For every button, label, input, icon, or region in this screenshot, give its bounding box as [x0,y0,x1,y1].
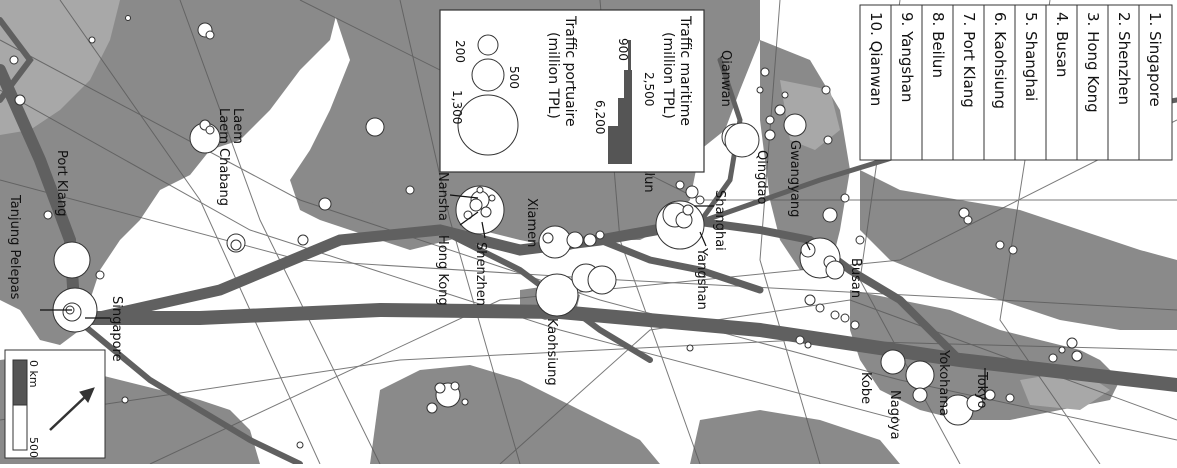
ranking-item-7: 7. Port Klang [960,12,978,108]
label-kaohsiung: Kaohsiung [544,318,559,386]
ranking-item-10: 10. Qianwan [867,12,885,106]
ranking-item-2: 2. Shenzhen [1115,12,1133,105]
ranking-item-1: 1. Singapore [1146,12,1164,107]
legend-maritime-subtitle: (million TPL) [660,32,676,119]
legend-route-widths [608,40,632,164]
ranking-dividers [890,5,1140,160]
label-nansha: Nansha [435,172,450,221]
ranking-item-3: 3. Hong Kong [1084,12,1102,113]
label-xiamen: Xiamen [524,198,539,247]
port-circles [9,15,1083,449]
ranking-item-6: 6. Kaohsiung [991,12,1009,109]
label-gwangyang: Gwangyang [787,140,802,217]
ranking-item-8: 8. Beilun [929,12,947,78]
label-shenzhen: Shenzhen [473,242,488,306]
legend-maritime-6200: 6,200 [593,100,607,134]
label-tanjung-pelepas: Tanjung Pelepas [7,194,22,300]
label-yangshan: Yangshan [694,247,709,310]
port-labels: Port Klang Tanjung Pelepas Singapore Lae… [7,50,989,440]
port-qianwan [724,122,760,158]
land-southeast [690,410,900,464]
legend-port-subtitle: (million TPL) [545,32,561,119]
port-xiamen [538,225,572,259]
label-busan: Busan [848,258,863,298]
legend-port-title: Traffic portuaire [562,15,578,127]
ranking-frame [859,4,1173,161]
ranking-item-5: 5. Shanghai [1022,12,1040,101]
route-yangshan [596,236,764,294]
scale-max-label: 500 [27,437,40,458]
ranking-item-9: 9. Yangshan [898,12,916,102]
port-kobe [880,349,906,375]
scale-box: 0 km 500 [4,349,106,459]
legend-port-1300: 1,300 [450,90,464,124]
ranking-list: 1. Singapore 2. Shenzhen 3. Hong Kong 4.… [859,4,1173,161]
label-qianwan: Qianwan [718,50,733,107]
legend: Traffic maritime (million TPL) 900 2,500… [439,9,705,173]
label-laem-chabang: Laem Chabang [216,108,231,206]
scale-zero-label: 0 km [27,360,40,388]
port-klang [53,241,91,279]
label-tokyo: Tokyo [974,371,989,408]
ranking-item-4: 4. Busan [1053,12,1071,77]
leader-lines [40,194,986,400]
legend-port-500: 500 [507,66,521,89]
route-south [72,315,303,467]
land-hainan [360,175,400,205]
legend-port-200: 200 [453,40,467,63]
route-left [0,17,34,103]
label-yokohama: Yokohama [936,349,951,416]
legend-port-circles [457,34,519,156]
label-shanghai: Shanghai [712,190,727,251]
scale-bar-dark [12,359,28,406]
route-strait [0,64,81,324]
legend-maritime-900: 900 [616,38,630,61]
label-kobe: Kobe [858,372,873,404]
land-far-east [860,170,1177,330]
label-port-klang: Port Klang [54,150,69,217]
label-laem: Laem [230,108,245,144]
port-kaohsiung [535,273,579,317]
label-qingdao: Qingdao [754,150,769,205]
legend-maritime-2500: 2,500 [642,72,656,106]
label-singapore: Singapore [109,296,124,362]
port-nagoya [905,360,935,390]
legend-maritime-title: Traffic maritime [677,15,693,126]
scale-bar-light [12,404,28,451]
label-hong-kong: Hong Kong [435,235,450,306]
north-arrow-icon [49,387,95,431]
label-nagoya: Nagoya [887,390,902,440]
